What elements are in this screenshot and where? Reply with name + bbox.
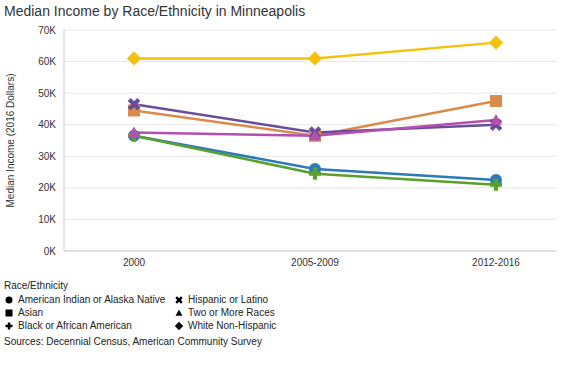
html-text:Black or African American: Black or African American xyxy=(18,320,132,331)
svg-text:Median Income (2016 Dollars): Median Income (2016 Dollars) xyxy=(8,74,16,208)
svg-text:2000: 2000 xyxy=(123,257,146,268)
svg-text:30K: 30K xyxy=(38,151,56,162)
html-text:White Non-Hispanic: White Non-Hispanic xyxy=(188,320,277,331)
html-text:American Indian or Alaska Nati: American Indian or Alaska Native xyxy=(18,294,166,305)
svg-text:2005-2009: 2005-2009 xyxy=(291,257,339,268)
svg-text:40K: 40K xyxy=(38,119,56,130)
svg-text:50K: 50K xyxy=(38,88,56,99)
html-text:Median Income by Race/Ethnicit: Median Income by Race/Ethnicity in Minne… xyxy=(4,3,306,19)
svg-text:0K: 0K xyxy=(44,246,57,257)
html-text:Race/Ethnicity: Race/Ethnicity xyxy=(4,280,68,291)
svg-text:60K: 60K xyxy=(38,56,56,67)
html-text:Asian: Asian xyxy=(18,307,43,318)
svg-text:10K: 10K xyxy=(38,214,56,225)
svg-text:2012-2016: 2012-2016 xyxy=(472,257,520,268)
svg-text:20K: 20K xyxy=(38,182,56,193)
svg-text:70K: 70K xyxy=(38,25,56,36)
html-text:Hispanic or Latino: Hispanic or Latino xyxy=(188,294,268,305)
html-text:Sources: Decennial Census, Ame: Sources: Decennial Census, American Comm… xyxy=(4,336,262,347)
html-text:Two or More Races: Two or More Races xyxy=(188,307,275,318)
